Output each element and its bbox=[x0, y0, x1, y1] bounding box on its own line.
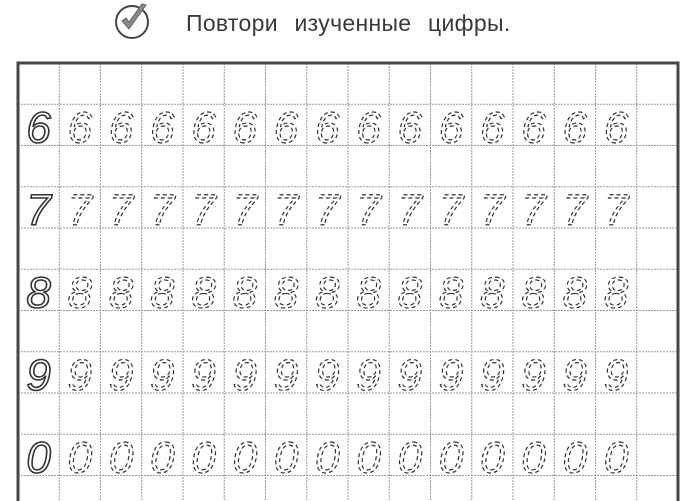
trace-digit: 6 bbox=[68, 104, 93, 153]
trace-digit: 8 bbox=[439, 269, 464, 318]
trace-digit: 6 bbox=[274, 104, 299, 153]
trace-digit: 7 bbox=[150, 186, 176, 235]
trace-digit: 9 bbox=[191, 351, 215, 400]
trace-digit: 9 bbox=[521, 351, 545, 400]
trace-digit: 0 bbox=[233, 434, 258, 483]
trace-digit: 6 bbox=[233, 104, 258, 153]
trace-digit: 6 bbox=[563, 104, 588, 153]
trace-digit: 8 bbox=[191, 269, 216, 318]
trace-digit: 7 bbox=[274, 186, 300, 235]
trace-digit: 9 bbox=[274, 351, 298, 400]
trace-digit: 8 bbox=[68, 269, 93, 318]
trace-digit: 0 bbox=[398, 434, 423, 483]
trace-digit: 0 bbox=[315, 434, 340, 483]
trace-digit: 9 bbox=[356, 351, 380, 400]
check-circle-icon bbox=[115, 3, 149, 39]
trace-digit: 7 bbox=[191, 186, 217, 235]
trace-digit: 0 bbox=[68, 434, 93, 483]
sample-digit: 7 bbox=[26, 186, 52, 235]
trace-digit: 6 bbox=[480, 104, 505, 153]
trace-digit: 8 bbox=[480, 269, 505, 318]
trace-digit: 6 bbox=[439, 104, 464, 153]
trace-digit: 7 bbox=[356, 186, 382, 235]
trace-digit: 6 bbox=[604, 104, 629, 153]
trace-digit: 7 bbox=[398, 186, 424, 235]
trace-digit: 7 bbox=[109, 186, 135, 235]
trace-digit: 6 bbox=[109, 104, 134, 153]
trace-digit: 7 bbox=[563, 186, 589, 235]
trace-digit: 6 bbox=[315, 104, 340, 153]
trace-digit: 8 bbox=[398, 269, 423, 318]
trace-digit: 8 bbox=[274, 269, 299, 318]
trace-digit: 0 bbox=[521, 434, 546, 483]
trace-digit: 8 bbox=[315, 269, 340, 318]
trace-digit: 6 bbox=[191, 104, 216, 153]
trace-digit: 0 bbox=[563, 434, 588, 483]
trace-digit: 0 bbox=[356, 434, 381, 483]
trace-digit: 7 bbox=[521, 186, 547, 235]
trace-digit: 9 bbox=[109, 351, 133, 400]
trace-digit: 7 bbox=[604, 186, 630, 235]
trace-digit: 9 bbox=[315, 351, 339, 400]
trace-digit: 0 bbox=[274, 434, 299, 483]
sample-digit: 0 bbox=[26, 434, 51, 483]
trace-digit: 6 bbox=[356, 104, 381, 153]
trace-digit: 7 bbox=[68, 186, 94, 235]
trace-digit: 9 bbox=[439, 351, 463, 400]
trace-digit: 7 bbox=[480, 186, 506, 235]
trace-digit: 0 bbox=[439, 434, 464, 483]
trace-digit: 9 bbox=[480, 351, 504, 400]
trace-digit: 0 bbox=[604, 434, 629, 483]
trace-digit: 0 bbox=[150, 434, 175, 483]
trace-digit: 0 bbox=[109, 434, 134, 483]
trace-digit: 8 bbox=[150, 269, 175, 318]
sample-digit: 9 bbox=[26, 351, 50, 400]
trace-digit: 6 bbox=[521, 104, 546, 153]
trace-digit: 6 bbox=[398, 104, 423, 153]
grid-border bbox=[16, 61, 680, 501]
trace-digit: 9 bbox=[398, 351, 422, 400]
sample-digit: 8 bbox=[26, 269, 51, 318]
trace-digit: 9 bbox=[563, 351, 587, 400]
trace-digit: 9 bbox=[604, 351, 628, 400]
trace-digit: 8 bbox=[233, 269, 258, 318]
trace-digit: 0 bbox=[191, 434, 216, 483]
trace-digit: 8 bbox=[109, 269, 134, 318]
trace-digit: 8 bbox=[563, 269, 588, 318]
page-title: Повтори изученные цифры. bbox=[186, 10, 511, 36]
trace-digit: 9 bbox=[150, 351, 174, 400]
trace-digit: 6 bbox=[150, 104, 175, 153]
trace-digit: 9 bbox=[233, 351, 257, 400]
trace-digit: 7 bbox=[439, 186, 465, 235]
trace-digit: 7 bbox=[315, 186, 341, 235]
sample-digit: 6 bbox=[26, 104, 51, 153]
trace-digit: 8 bbox=[604, 269, 629, 318]
trace-digit: 8 bbox=[356, 269, 381, 318]
trace-digit: 0 bbox=[480, 434, 505, 483]
trace-digit: 9 bbox=[68, 351, 92, 400]
trace-digit: 7 bbox=[233, 186, 259, 235]
trace-digit: 8 bbox=[521, 269, 546, 318]
